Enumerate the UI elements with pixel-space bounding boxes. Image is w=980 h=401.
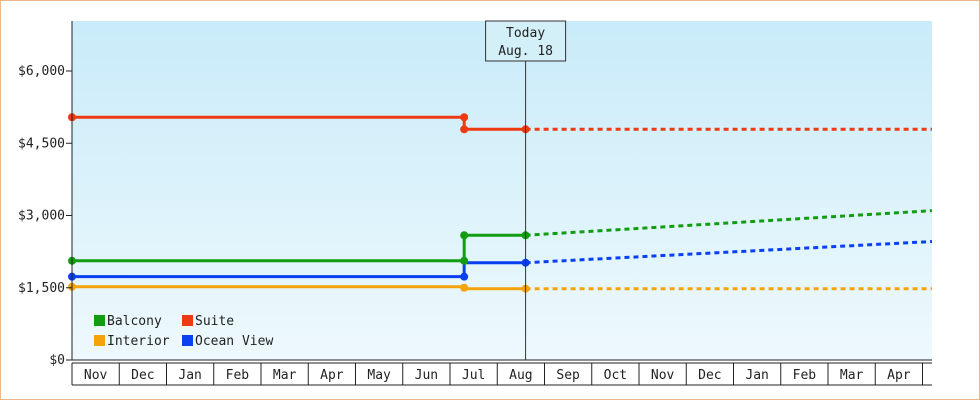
suite-point [460, 125, 469, 134]
x-tick-label: Jul [462, 368, 485, 383]
x-tick-label: Nov [651, 368, 675, 383]
x-tick-label: Dec [131, 368, 154, 383]
x-tick-label: Jan [745, 368, 768, 383]
y-tick-label: $1,500 [18, 281, 65, 296]
y-tick-label: $0 [49, 353, 65, 368]
y-tick-label: $6,000 [18, 64, 65, 79]
x-tick-label: Apr [320, 368, 344, 383]
ocean-view-line [72, 261, 526, 279]
today-label-box [485, 20, 567, 62]
x-tick-label: Apr [887, 368, 911, 383]
x-tick-label: Feb [226, 368, 250, 383]
today-marker: Today Aug. 18 [485, 20, 567, 360]
balcony-point [460, 256, 469, 265]
ocean-view-point [460, 272, 469, 281]
legend-label-suite: Suite [195, 314, 234, 329]
legend-swatch-balcony [94, 315, 105, 326]
x-tick-label: Mar [273, 368, 297, 383]
plot-area [72, 21, 932, 360]
x-tick-label: Mar [840, 368, 864, 383]
today-label: Today [506, 26, 545, 41]
legend-swatch-ocean-view [182, 335, 193, 346]
x-tick-label: Aug [509, 368, 532, 383]
suite-point [460, 113, 469, 122]
balcony-line [72, 233, 526, 263]
y-axis: $0 $1,500 $3,000 $4,500 $6,000 [18, 21, 73, 368]
legend-swatch-interior [94, 335, 105, 346]
y-tick-label: $3,000 [18, 209, 65, 224]
balcony-point [460, 231, 469, 240]
balcony-forecast-line [525, 209, 933, 237]
legend-swatch-suite [182, 315, 193, 326]
x-tick-label: Oct [604, 368, 627, 383]
ocean-view-forecast-line [525, 240, 933, 265]
x-tick-label: Feb [793, 368, 817, 383]
x-tick-label: Jun [415, 368, 438, 383]
x-tick-label: Nov [84, 368, 108, 383]
x-tick-label: May [367, 368, 391, 383]
x-tick-label: Jan [178, 368, 201, 383]
interior-point [460, 283, 469, 292]
legend: Balcony Suite Interior Ocean View [94, 314, 273, 349]
x-axis: Nov Dec Jan Feb Mar Apr May Jun Jul Aug Sep Oct Nov D… [71, 359, 932, 386]
x-tick-label: Dec [698, 368, 721, 383]
legend-label-interior: Interior [107, 334, 170, 349]
x-tick-label: Sep [556, 368, 580, 383]
suite-line [72, 115, 526, 131]
y-tick-label: $4,500 [18, 136, 65, 151]
today-date: Aug. 18 [498, 44, 553, 59]
legend-label-ocean-view: Ocean View [195, 334, 273, 349]
legend-label-balcony: Balcony [107, 314, 162, 329]
